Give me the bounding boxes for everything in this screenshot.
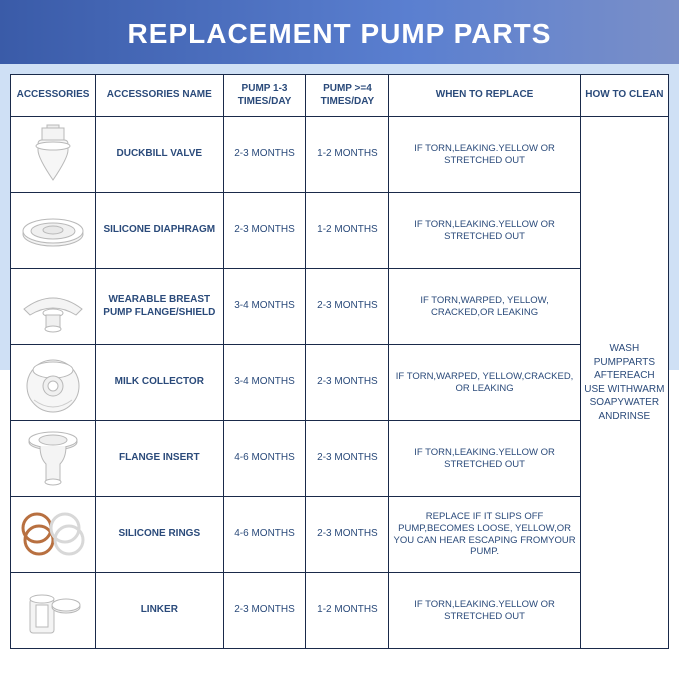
col-pump4: PUMP >=4 TIMES/DAY <box>306 75 389 117</box>
accessory-image-cell <box>11 497 96 573</box>
table-row: LINKER 2-3 MONTHS 1-2 MONTHS IF TORN,LEA… <box>11 573 669 649</box>
pump13-interval: 3-4 MONTHS <box>223 269 306 345</box>
col-name: ACCESSORIES NAME <box>96 75 224 117</box>
pump13-interval: 2-3 MONTHS <box>223 573 306 649</box>
col-when: WHEN TO REPLACE <box>389 75 580 117</box>
pump13-interval: 4-6 MONTHS <box>223 421 306 497</box>
duckbill-valve-icon <box>22 122 84 188</box>
replacement-table: ACCESSORIES ACCESSORIES NAME PUMP 1-3 TI… <box>10 74 669 649</box>
silicone-rings-icon <box>17 508 89 562</box>
pump4-interval: 2-3 MONTHS <box>306 269 389 345</box>
pump13-interval: 4-6 MONTHS <box>223 497 306 573</box>
accessory-image-cell <box>11 269 96 345</box>
silicone-diaphragm-icon <box>19 206 87 256</box>
accessory-image-cell <box>11 193 96 269</box>
pump13-interval: 3-4 MONTHS <box>223 345 306 421</box>
accessory-image-cell <box>11 345 96 421</box>
accessory-name: WEARABLE BREAST PUMP FLANGE/SHIELD <box>96 269 224 345</box>
page: REPLACEMENT PUMP PARTS ACCESSORIES ACCES… <box>0 0 679 673</box>
accessory-name: FLANGE INSERT <box>96 421 224 497</box>
pump4-interval: 1-2 MONTHS <box>306 193 389 269</box>
linker-icon <box>20 581 86 641</box>
when-replace: IF TORN,LEAKING.YELLOW OR STRETCHED OUT <box>389 421 580 497</box>
pump13-interval: 2-3 MONTHS <box>223 193 306 269</box>
accessory-image-cell <box>11 117 96 193</box>
pump4-interval: 2-3 MONTHS <box>306 421 389 497</box>
table-header-row: ACCESSORIES ACCESSORIES NAME PUMP 1-3 TI… <box>11 75 669 117</box>
flange-insert-icon <box>22 428 84 490</box>
pump4-interval: 1-2 MONTHS <box>306 573 389 649</box>
page-title: REPLACEMENT PUMP PARTS <box>0 0 679 64</box>
table-row: SILICONE RINGS 4-6 MONTHS 2-3 MONTHS REP… <box>11 497 669 573</box>
accessory-image-cell <box>11 421 96 497</box>
accessory-image-cell <box>11 573 96 649</box>
table-row: SILICONE DIAPHRAGM 2-3 MONTHS 1-2 MONTHS… <box>11 193 669 269</box>
table-row: FLANGE INSERT 4-6 MONTHS 2-3 MONTHS IF T… <box>11 421 669 497</box>
pump4-interval: 1-2 MONTHS <box>306 117 389 193</box>
pump4-interval: 2-3 MONTHS <box>306 345 389 421</box>
col-pump13: PUMP 1-3 TIMES/DAY <box>223 75 306 117</box>
when-replace: IF TORN,WARPED, YELLOW,CRACKED, OR LEAKI… <box>389 345 580 421</box>
how-to-clean: WASH PUMPPARTS AFTEREACH USE WITHWARM SO… <box>580 117 668 649</box>
table-row: DUCKBILL VALVE 2-3 MONTHS 1-2 MONTHS IF … <box>11 117 669 193</box>
accessory-name: DUCKBILL VALVE <box>96 117 224 193</box>
when-replace: IF TORN,LEAKING.YELLOW OR STRETCHED OUT <box>389 193 580 269</box>
col-how: HOW TO CLEAN <box>580 75 668 117</box>
replacement-table-wrap: ACCESSORIES ACCESSORIES NAME PUMP 1-3 TI… <box>10 74 669 649</box>
table-row: WEARABLE BREAST PUMP FLANGE/SHIELD 3-4 M… <box>11 269 669 345</box>
accessory-name: LINKER <box>96 573 224 649</box>
accessory-name: SILICONE RINGS <box>96 497 224 573</box>
table-row: MILK COLLECTOR 3-4 MONTHS 2-3 MONTHS IF … <box>11 345 669 421</box>
flange-shield-icon <box>18 277 88 337</box>
when-replace: REPLACE IF IT SLIPS OFF PUMP,BECOMES LOO… <box>389 497 580 573</box>
when-replace: IF TORN,WARPED, YELLOW, CRACKED,OR LEAKI… <box>389 269 580 345</box>
milk-collector-icon <box>20 350 86 416</box>
when-replace: IF TORN,LEAKING.YELLOW OR STRETCHED OUT <box>389 573 580 649</box>
col-accessories: ACCESSORIES <box>11 75 96 117</box>
pump4-interval: 2-3 MONTHS <box>306 497 389 573</box>
accessory-name: SILICONE DIAPHRAGM <box>96 193 224 269</box>
accessory-name: MILK COLLECTOR <box>96 345 224 421</box>
when-replace: IF TORN,LEAKING.YELLOW OR STRETCHED OUT <box>389 117 580 193</box>
pump13-interval: 2-3 MONTHS <box>223 117 306 193</box>
